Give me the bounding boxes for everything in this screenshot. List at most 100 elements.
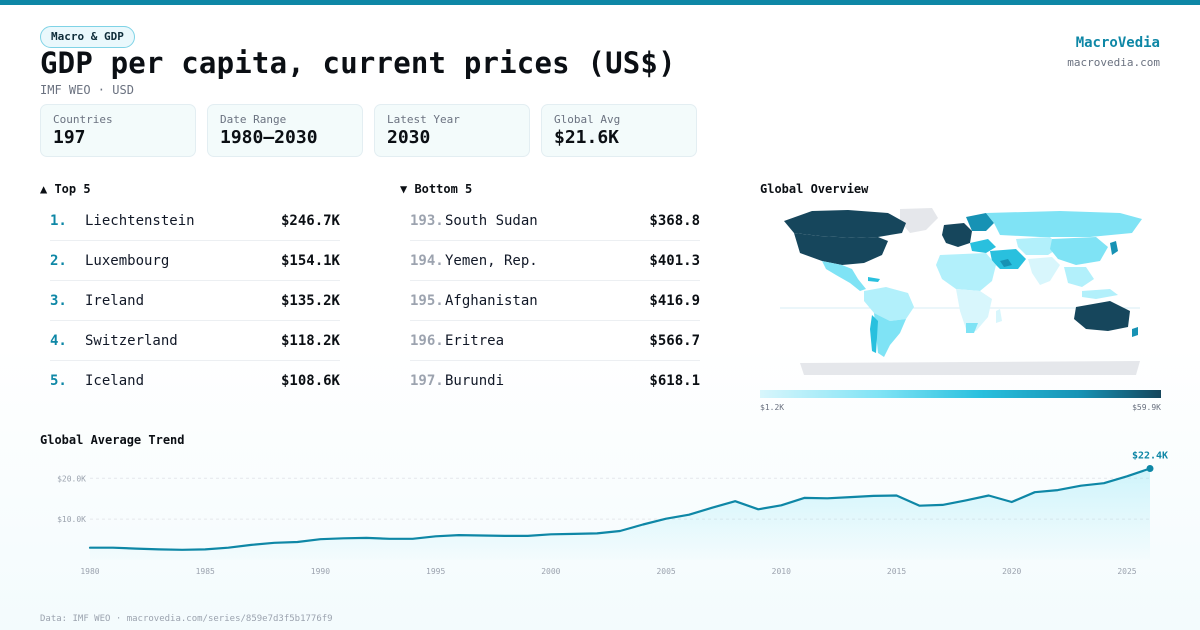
- global-average-trend-chart[interactable]: $10.0K $20.0K 1980 1985 1990 1995 2000 2005 2010…: [40, 450, 1170, 590]
- trend-point-2010: [777, 501, 785, 509]
- trend-point-2014: [869, 492, 877, 500]
- trend-endpoint-marker: [1146, 464, 1154, 472]
- category-badge[interactable]: Macro & GDP: [40, 26, 135, 48]
- rank-number: 3.: [50, 293, 67, 309]
- country-caribbean[interactable]: [868, 277, 880, 282]
- stat-value: 197: [53, 127, 86, 148]
- stat-label: Global Avg: [554, 113, 621, 126]
- trend-point-2011: [800, 494, 808, 502]
- country-name: Iceland: [85, 373, 145, 389]
- trend-point-1994: [409, 535, 417, 543]
- country-value: $368.8: [649, 213, 700, 229]
- bottom5-list: 193. South Sudan $368.8 194. Yemen, Rep.…: [410, 201, 700, 401]
- rank-row[interactable]: 1. Liechtenstein $246.7K: [50, 201, 340, 241]
- rank-row[interactable]: 195. Afghanistan $416.9: [410, 281, 700, 321]
- country-western-europe[interactable]: [942, 223, 972, 247]
- bottom5-title: ▼ Bottom 5: [400, 182, 473, 196]
- rank-number: 1.: [50, 213, 67, 229]
- rank-row[interactable]: 2. Luxembourg $154.1K: [50, 241, 340, 281]
- rank-number: 194.: [410, 253, 444, 269]
- stat-value: 1980–2030: [220, 127, 318, 148]
- country-indonesia[interactable]: [1082, 289, 1118, 299]
- country-canada[interactable]: [784, 210, 906, 238]
- country-chile[interactable]: [870, 315, 878, 353]
- rank-row[interactable]: 194. Yemen, Rep. $401.3: [410, 241, 700, 281]
- trend-point-1998: [501, 532, 509, 540]
- stat-card-countries: Countries 197: [40, 104, 196, 157]
- trend-point-1988: [270, 539, 278, 547]
- top5-title: ▲ Top 5: [40, 182, 91, 196]
- x-tick-label: 1985: [196, 567, 215, 576]
- country-russia[interactable]: [986, 211, 1142, 237]
- country-southeast-asia[interactable]: [1064, 267, 1094, 287]
- trend-point-2005: [662, 515, 670, 523]
- country-value: $566.7: [649, 333, 700, 349]
- country-scandinavia[interactable]: [966, 213, 994, 231]
- country-name: South Sudan: [445, 213, 538, 229]
- country-north-africa[interactable]: [936, 253, 996, 291]
- country-india[interactable]: [1028, 257, 1060, 285]
- stat-card-date-range: Date Range 1980–2030: [207, 104, 363, 157]
- trend-point-2001: [570, 530, 578, 538]
- trend-point-1993: [386, 535, 394, 543]
- country-brazil[interactable]: [864, 287, 914, 321]
- country-madagascar[interactable]: [996, 309, 1002, 323]
- country-south-africa[interactable]: [966, 323, 978, 333]
- rank-row[interactable]: 4. Switzerland $118.2K: [50, 321, 340, 361]
- x-tick-label: 2005: [656, 567, 675, 576]
- country-central-asia[interactable]: [1016, 237, 1060, 255]
- trend-point-2008: [731, 497, 739, 505]
- country-value: $401.3: [649, 253, 700, 269]
- rank-number: 193.: [410, 213, 444, 229]
- rank-number: 5.: [50, 373, 67, 389]
- country-value: $135.2K: [280, 293, 340, 309]
- rank-number: 196.: [410, 333, 444, 349]
- country-mexico[interactable]: [822, 261, 866, 291]
- country-value: $154.1K: [280, 253, 340, 269]
- rank-row[interactable]: 196. Eritrea $566.7: [410, 321, 700, 361]
- country-argentina[interactable]: [874, 313, 906, 357]
- world-map-svg: [780, 208, 1142, 375]
- trend-title: Global Average Trend: [40, 433, 185, 447]
- trend-point-1989: [293, 538, 301, 546]
- country-name: Afghanistan: [445, 293, 538, 309]
- brand-domain[interactable]: macrovedia.com: [1067, 56, 1160, 69]
- trend-point-2006: [685, 511, 693, 519]
- country-japan[interactable]: [1110, 241, 1118, 255]
- country-australia[interactable]: [1074, 301, 1130, 331]
- top5-list: 1. Liechtenstein $246.7K 2. Luxembourg $…: [50, 201, 340, 401]
- trend-point-1982: [132, 545, 140, 553]
- stat-label: Date Range: [220, 113, 287, 126]
- trend-point-2023: [1077, 482, 1085, 490]
- rank-row[interactable]: 5. Iceland $108.6K: [50, 361, 340, 401]
- country-usa[interactable]: [794, 233, 888, 265]
- map-legend-min: $1.2K: [760, 403, 785, 412]
- trend-point-2007: [708, 504, 716, 512]
- country-new-zealand[interactable]: [1132, 327, 1138, 337]
- world-choropleth-map[interactable]: [760, 203, 1161, 383]
- x-tick-label: 2025: [1117, 567, 1136, 576]
- country-china[interactable]: [1050, 237, 1108, 265]
- country-southern-europe[interactable]: [970, 239, 996, 253]
- trend-point-2009: [754, 505, 762, 513]
- rank-row[interactable]: 3. Ireland $135.2K: [50, 281, 340, 321]
- trend-point-2020: [1008, 498, 1016, 506]
- trend-area: [90, 468, 1150, 560]
- country-greenland[interactable]: [900, 208, 938, 233]
- rank-row[interactable]: 193. South Sudan $368.8: [410, 201, 700, 241]
- trend-point-2012: [823, 494, 831, 502]
- trend-point-2017: [939, 501, 947, 509]
- rank-number: 2.: [50, 253, 67, 269]
- country-sub-saharan-africa[interactable]: [956, 289, 992, 331]
- brand-logo[interactable]: MacroVedia: [1075, 35, 1160, 51]
- y-tick-label: $20.0K: [57, 474, 86, 483]
- trend-point-2004: [639, 520, 647, 528]
- country-gulf-states[interactable]: [1000, 259, 1012, 267]
- region-antarctica: [800, 361, 1140, 375]
- trend-point-2022: [1054, 486, 1062, 494]
- country-name: Eritrea: [445, 333, 505, 349]
- trend-point-1984: [178, 546, 186, 554]
- rank-row[interactable]: 197. Burundi $618.1: [410, 361, 700, 401]
- x-tick-label: 2000: [541, 567, 560, 576]
- x-tick-label: 2020: [1002, 567, 1021, 576]
